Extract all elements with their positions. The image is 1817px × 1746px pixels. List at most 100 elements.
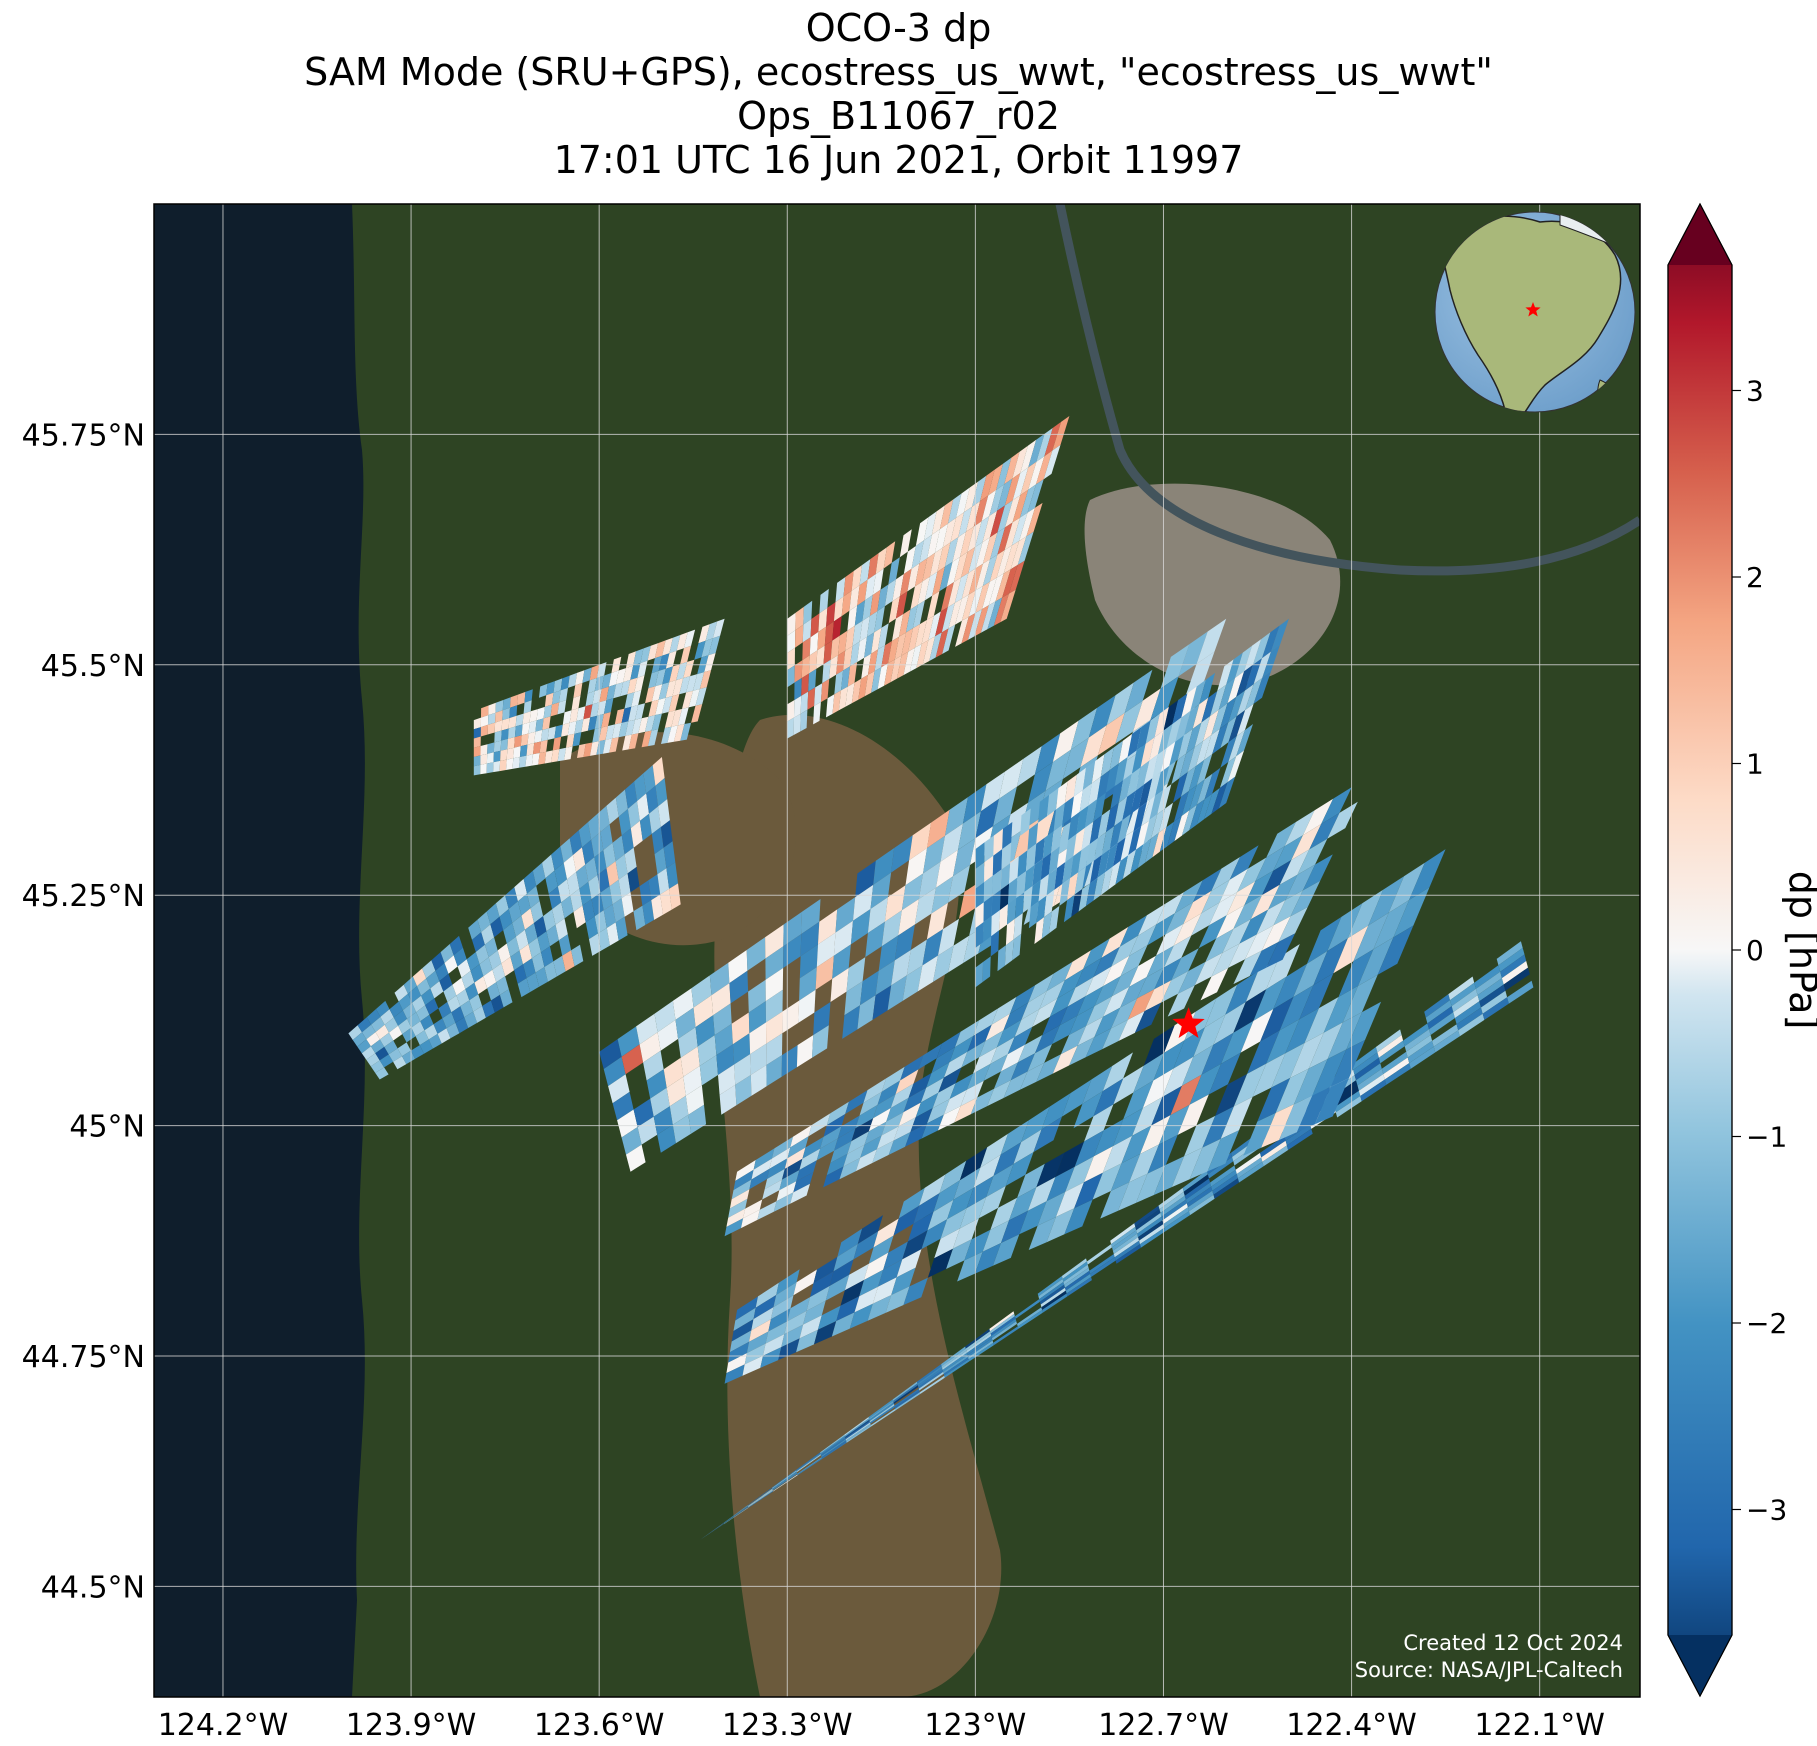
dp-cell: [800, 709, 808, 732]
dp-cell: [1017, 1163, 1045, 1198]
dp-cell: [615, 789, 628, 817]
dp-cell: [530, 901, 544, 923]
dp-cell: [744, 1343, 766, 1365]
dp-cell: [764, 1168, 785, 1190]
dp-cell: [1103, 986, 1130, 1017]
dp-cell: [873, 848, 895, 885]
credit-created: Created 12 Oct 2024: [1403, 1631, 1623, 1655]
dp-cell: [697, 1035, 717, 1066]
dp-cell: [1043, 444, 1061, 480]
dp-cell: [1069, 1006, 1095, 1035]
dp-cell: [833, 1244, 858, 1272]
dp-cell: [480, 763, 487, 775]
dp-cell: [1020, 808, 1031, 836]
dp-cell: [508, 715, 517, 729]
dp-cell: [487, 742, 495, 754]
dp-cell: [733, 1169, 754, 1191]
dp-cell: [859, 616, 870, 642]
lat-tick-label: 44.5°N: [41, 1570, 145, 1605]
dp-cell: [834, 1128, 856, 1151]
dp-cell: [847, 662, 858, 687]
dp-cell: [763, 1334, 785, 1356]
dp-cell: [1211, 703, 1228, 735]
dp-cell: [1013, 1129, 1042, 1164]
dp-cell: [1167, 985, 1195, 1017]
dp-cell: [894, 1390, 920, 1409]
dp-cell: [990, 930, 1000, 957]
dp-cell: [825, 1274, 850, 1301]
dp-cell: [919, 1174, 946, 1206]
dp-cell: [672, 1114, 691, 1144]
dp-cell: [679, 676, 691, 695]
dp-cell: [975, 862, 985, 889]
dp-cell: [1026, 843, 1037, 872]
dp-cell: [1140, 737, 1155, 768]
dp-cell: [893, 1205, 920, 1236]
dp-cell: [1130, 844, 1144, 874]
dp-cell: [494, 720, 503, 733]
dp-cell: [814, 1321, 837, 1345]
dp-cell: [831, 1312, 855, 1337]
dp-cell: [1109, 740, 1123, 771]
dp-cell: [966, 1175, 994, 1209]
dp-cell: [808, 1113, 831, 1137]
dp-cell: [1151, 808, 1166, 839]
dp-cell: [547, 726, 556, 740]
dp-cell: [1253, 976, 1287, 1021]
dp-cell: [765, 989, 783, 1023]
dp-cell: [654, 847, 667, 875]
dp-cell: [1321, 787, 1352, 824]
dp-cell: [746, 937, 766, 971]
dp-cell: [735, 1075, 752, 1106]
dp-cell: [1118, 733, 1133, 764]
dp-cell: [1209, 892, 1238, 926]
dp-cell: [1073, 1091, 1103, 1129]
dp-cell: [1075, 957, 1102, 988]
dp-cell: [961, 613, 976, 644]
dp-cell: [1279, 985, 1314, 1031]
dp-cell: [1323, 985, 1359, 1033]
dp-cell: [995, 569, 1011, 602]
lon-tick-label: 123°W: [924, 1708, 1026, 1743]
dp-cell: [534, 916, 547, 938]
dp-cell: [872, 568, 884, 595]
dp-cell: [676, 632, 688, 651]
dp-cell: [1052, 1015, 1078, 1045]
dp-cell: [1012, 933, 1022, 961]
dp-cell: [624, 692, 635, 709]
dp-cell: [794, 695, 802, 718]
dp-cell: [862, 595, 873, 621]
dp-cell: [772, 1472, 797, 1490]
dp-cell: [826, 694, 835, 718]
dp-cell: [881, 1066, 905, 1092]
dp-cell: [907, 1211, 934, 1242]
dp-cell: [591, 832, 604, 858]
dp-cell: [991, 889, 1001, 917]
dp-cell: [845, 682, 855, 707]
dp-cell: [863, 1078, 887, 1103]
dp-cell: [1144, 980, 1172, 1012]
dp-cell: [940, 1208, 967, 1239]
dp-cell: [667, 725, 678, 743]
dp-cell: [481, 705, 489, 718]
dp-cell: [733, 1307, 756, 1331]
dp-cell: [1034, 837, 1045, 865]
dp-cell: [836, 650, 846, 675]
dp-cell: [1227, 750, 1245, 783]
dp-cell: [1120, 945, 1148, 977]
lon-tick-label: 122.1°W: [1474, 1708, 1605, 1743]
dp-cell: [1213, 1178, 1240, 1199]
dp-cell: [366, 1032, 380, 1047]
dp-cell: [1040, 852, 1052, 881]
dp-cell: [1279, 1095, 1313, 1140]
dp-cell: [1278, 907, 1308, 942]
dp-cell: [673, 724, 685, 742]
dp-cell: [1157, 724, 1173, 755]
dp-cell: [557, 747, 566, 762]
dp-cell: [1129, 955, 1156, 987]
dp-cell: [557, 700, 567, 715]
dp-cell: [1042, 1293, 1068, 1313]
dp-cell: [1190, 679, 1206, 711]
dp-cell: [657, 1019, 679, 1051]
dp-cell: [991, 1318, 1017, 1339]
